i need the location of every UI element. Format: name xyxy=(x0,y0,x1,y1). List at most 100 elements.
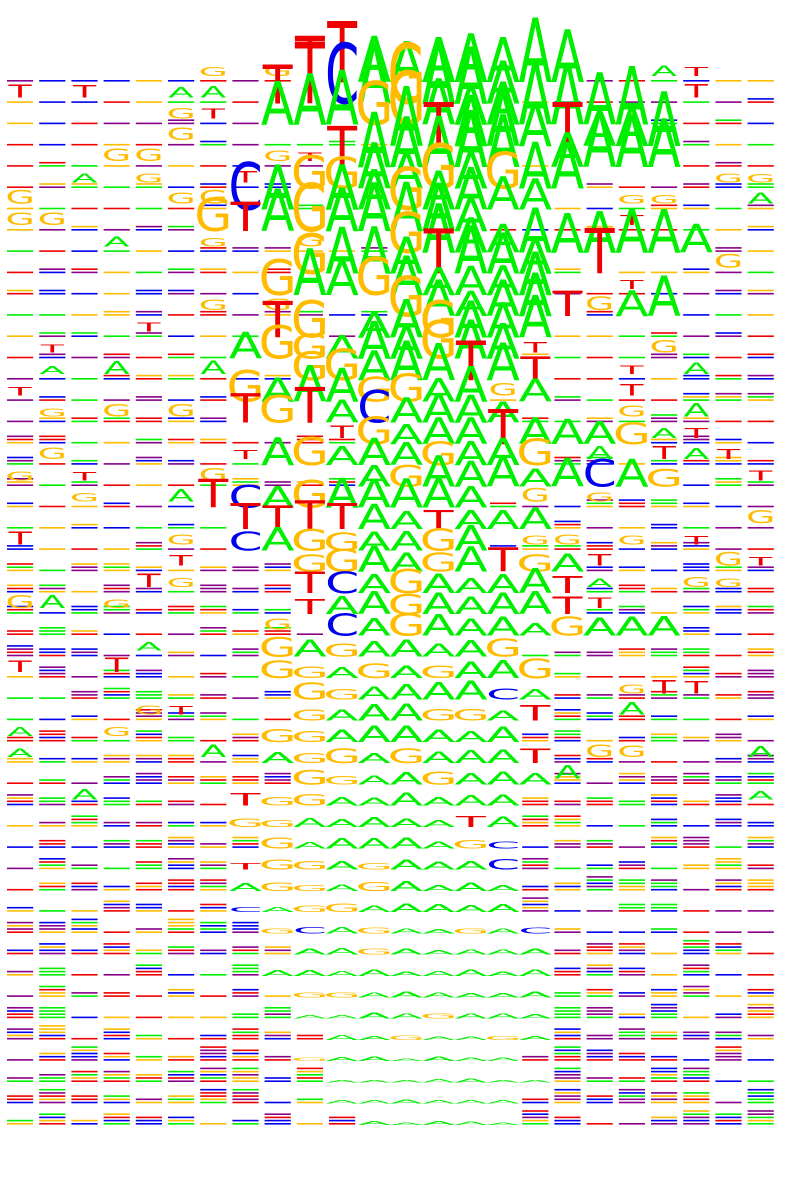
background-mark-r25-p22-2 xyxy=(715,605,742,608)
background-mark-r22-p15-1 xyxy=(490,545,517,547)
logo-letter-a-r4-p13: A xyxy=(422,103,455,184)
background-mark-r10-p5-1 xyxy=(168,289,195,292)
background-mark-r46-p16-1 xyxy=(522,1055,549,1058)
background-mark-r32-p7-2 xyxy=(232,754,259,757)
background-mark-r37-p16-0 xyxy=(522,867,549,870)
logo-letter-a-r46-p15: A xyxy=(486,1057,520,1062)
background-mark-r7-p2-0 xyxy=(71,229,98,231)
logo-letter-a-r13-p10: A xyxy=(325,329,358,366)
logo-letter-t-r14-p14: T xyxy=(455,331,486,394)
background-mark-r31-p5-1 xyxy=(168,736,195,739)
background-mark-r27-p19-0 xyxy=(618,654,645,657)
background-mark-r8-p2-0 xyxy=(71,250,98,252)
background-mark-r35-p4-1 xyxy=(135,821,162,824)
background-mark-r40-p20-1 xyxy=(651,928,678,930)
background-mark-r11-p0-0 xyxy=(7,314,34,316)
logo-letter-a-r47-p12: A xyxy=(390,1079,424,1083)
background-mark-r49-p21-2 xyxy=(683,1116,710,1119)
background-mark-r42-p1-0 xyxy=(39,974,66,976)
background-mark-r11-p10-0 xyxy=(329,314,356,316)
background-mark-r43-p5-2 xyxy=(168,988,195,991)
background-mark-r6-p17-0 xyxy=(554,207,581,210)
logo-letter-g-r22-p117: G xyxy=(553,532,582,548)
logo-letter-a-r30-p11: A xyxy=(358,700,392,726)
logo-letter-a-r22-p11: A xyxy=(358,527,392,557)
background-mark-r41-p6-0 xyxy=(200,952,227,955)
logo-letter-t-r13-p116: T xyxy=(522,340,547,356)
background-mark-r44-p20-0 xyxy=(651,1016,678,1019)
logo-letter-a-r0-p12: A xyxy=(390,31,423,96)
background-mark-r36-p3-1 xyxy=(103,843,130,845)
background-mark-r23-p3-2 xyxy=(103,563,130,565)
background-mark-r26-p6-1 xyxy=(200,630,227,632)
background-mark-r48-p9-0 xyxy=(296,1101,323,1104)
background-mark-r45-p19-3 xyxy=(618,1028,645,1030)
background-mark-r41-p1-3 xyxy=(39,943,66,945)
background-mark-r18-p23-1 xyxy=(747,459,774,462)
background-mark-r25-p3-1 xyxy=(103,608,130,611)
logo-letter-a-r44-p14: A xyxy=(454,1013,488,1021)
background-mark-r38-p22-2 xyxy=(715,882,742,885)
background-mark-r38-p16-1 xyxy=(522,885,549,888)
background-mark-r45-p23-1 xyxy=(747,1034,774,1037)
background-mark-r25-p18-1 xyxy=(586,608,613,611)
logo-letter-a-r21-p14: A xyxy=(454,506,488,536)
logo-letter-a-r24-p11: A xyxy=(358,570,392,600)
background-mark-r14-p4-1 xyxy=(135,374,162,377)
logo-letter-a-r0-p16: A xyxy=(519,0,553,103)
background-mark-r48-p2-0 xyxy=(71,1101,98,1104)
background-mark-r34-p22-3 xyxy=(715,794,742,796)
background-mark-r23-p19-1 xyxy=(618,566,645,568)
background-mark-r25-p0-2 xyxy=(7,605,34,608)
background-mark-r48-p5-2 xyxy=(168,1095,195,1097)
logo-letter-a-r26-p13: A xyxy=(422,609,456,642)
logo-letter-t-r1-p8: T xyxy=(262,54,293,117)
background-mark-r30-p5-2 xyxy=(168,712,195,714)
background-mark-r21-p20-0 xyxy=(651,527,678,529)
logo-letter-a-r5-p16: A xyxy=(519,130,553,204)
background-mark-r20-p15-1 xyxy=(490,502,517,505)
background-mark-r28-p4-1 xyxy=(135,672,162,675)
logo-letter-a-r32-p100: A xyxy=(7,746,33,760)
background-mark-r6-p1-0 xyxy=(39,207,66,210)
background-mark-r32-p5-0 xyxy=(168,761,195,763)
background-mark-r12-p2-1 xyxy=(71,332,98,334)
logo-letter-g-r32-p9: G xyxy=(291,751,329,766)
background-mark-r30-p3-0 xyxy=(103,718,130,721)
background-mark-r28-p3-1 xyxy=(103,672,130,675)
logo-letter-g-r18-p101: G xyxy=(38,444,67,463)
background-mark-r47-p4-1 xyxy=(135,1077,162,1079)
background-mark-r31-p0-1 xyxy=(7,736,34,739)
background-mark-r41-p18-0 xyxy=(586,952,613,955)
background-mark-r15-p19-0 xyxy=(618,399,645,401)
logo-letter-g-r20-p118: G xyxy=(585,490,614,505)
logo-letter-a-r28-p12: A xyxy=(390,662,423,682)
background-mark-r7-p3-0 xyxy=(103,229,130,231)
background-mark-r24-p1-2 xyxy=(39,584,66,587)
background-mark-r19-p22-2 xyxy=(715,478,742,480)
background-mark-r45-p0-3 xyxy=(7,1028,34,1030)
background-mark-r16-p5-0 xyxy=(168,420,195,423)
background-mark-r25-p7-0 xyxy=(232,612,259,614)
background-mark-r29-p23-2 xyxy=(747,690,774,693)
background-mark-r38-p5-3 xyxy=(168,879,195,881)
background-mark-r40-p2-0 xyxy=(71,931,98,933)
logo-letter-g-r28-p9: G xyxy=(291,663,329,682)
background-mark-r22-p21-1 xyxy=(683,545,710,547)
logo-letter-a-r37-p10: A xyxy=(325,859,358,872)
background-mark-r26-p8-2 xyxy=(264,627,291,629)
background-mark-r14-p22-1 xyxy=(715,374,742,377)
background-mark-r9-p4-0 xyxy=(135,271,162,274)
background-mark-r12-p22-1 xyxy=(715,332,742,334)
background-mark-r13-p19-0 xyxy=(618,356,645,359)
background-mark-r41-p5-1 xyxy=(168,949,195,952)
background-mark-r27-p3-0 xyxy=(103,654,130,657)
background-mark-r4-p3-0 xyxy=(103,165,130,167)
background-mark-r8-p22-1 xyxy=(715,247,742,249)
background-mark-r25-p1-0 xyxy=(39,612,66,614)
logo-letter-a-r16-p121: A xyxy=(683,399,710,421)
background-mark-r1-p21-0 xyxy=(683,101,710,103)
background-mark-r22-p23-0 xyxy=(747,548,774,550)
logo-letter-a-r41-p13: A xyxy=(422,949,456,956)
logo-letter-a-r42-p10: A xyxy=(325,970,359,978)
